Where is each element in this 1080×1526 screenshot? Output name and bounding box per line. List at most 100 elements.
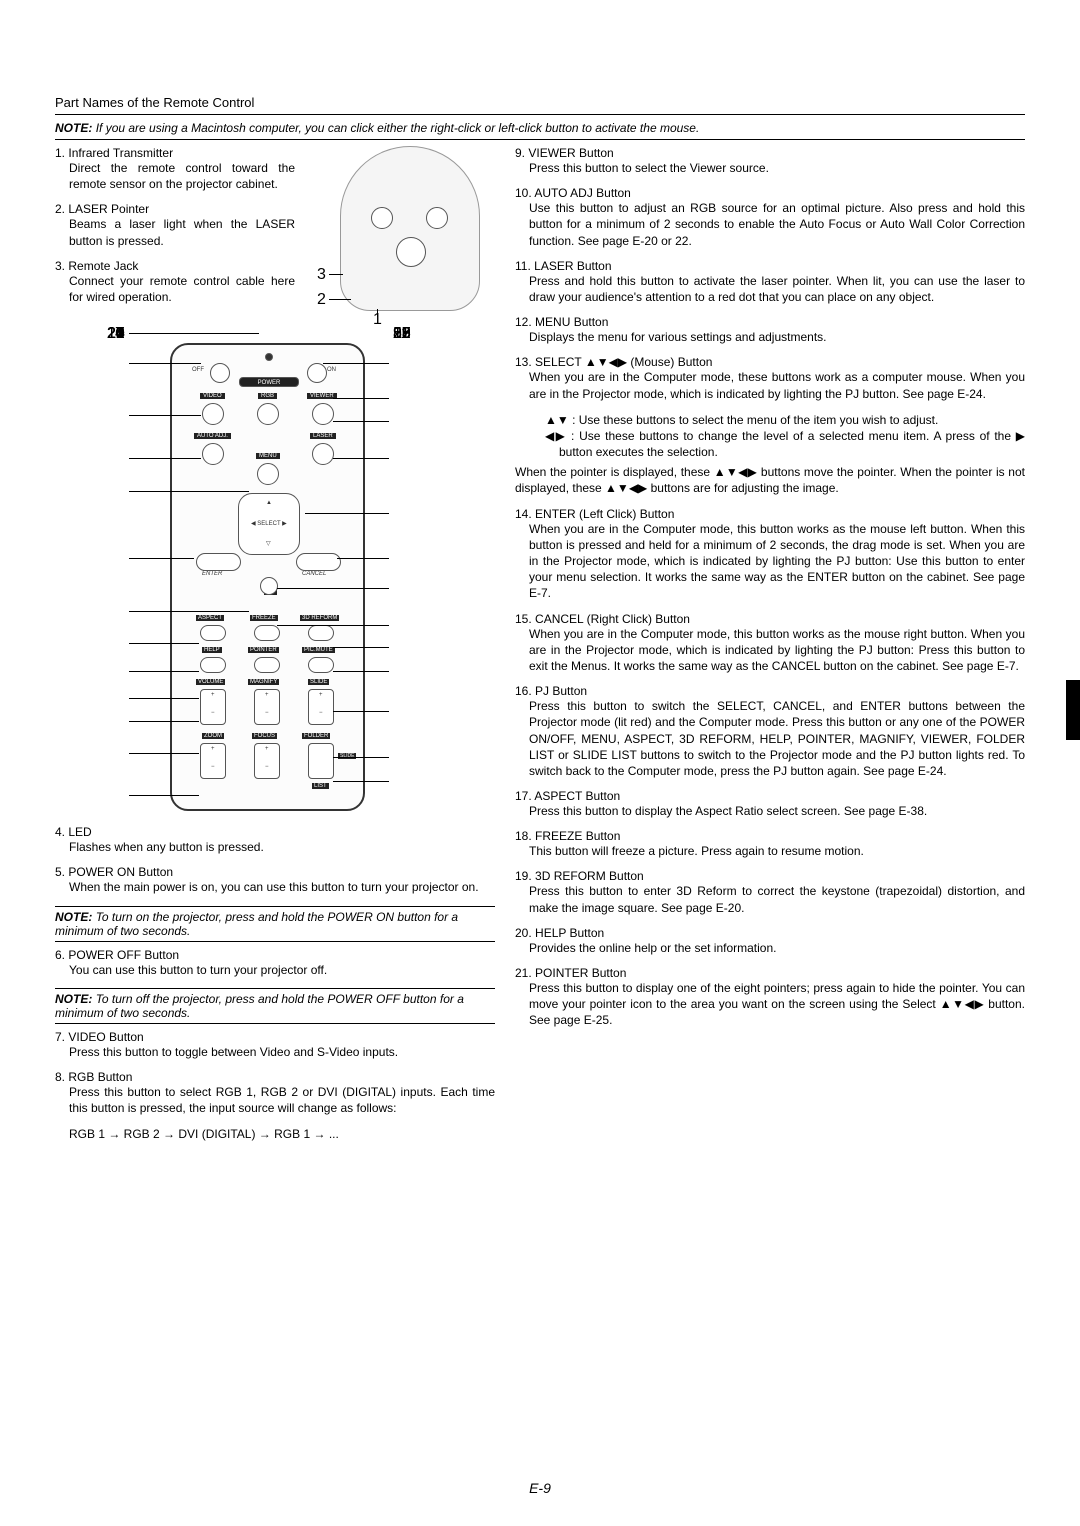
body: Press this button to toggle between Vide… xyxy=(55,1044,495,1060)
item13-sub2: ◀▶ : Use these buttons to change the lev… xyxy=(515,428,1025,460)
leader xyxy=(129,698,199,699)
body: You can use this button to turn your pro… xyxy=(55,962,495,978)
remote-body: OFF ON POWER VIDEO RGB VIEWER AUTO ADJ. … xyxy=(170,343,365,811)
lbl: OFF xyxy=(192,367,204,373)
main-columns: 1. Infrared Transmitter Direct the remot… xyxy=(55,146,1025,1152)
leader xyxy=(129,671,199,672)
led xyxy=(265,353,273,361)
lbl: ZOOM xyxy=(202,733,224,739)
top-block: 1. Infrared Transmitter Direct the remot… xyxy=(55,146,495,315)
note-label: NOTE: xyxy=(55,910,92,924)
item-7: 7. VIDEO Button Press this button to tog… xyxy=(55,1030,495,1060)
item-4: 4. LED Flashes when any button is presse… xyxy=(55,825,495,855)
note-label: NOTE: xyxy=(55,121,92,135)
leader xyxy=(323,363,389,364)
btn xyxy=(307,363,327,383)
item: 10. AUTO ADJ ButtonUse this button to ad… xyxy=(515,186,1025,249)
head: POWER ON Button xyxy=(68,865,173,879)
item: 15. CANCEL (Right Click) ButtonWhen you … xyxy=(515,612,1025,675)
body: Direct the remote control toward the rem… xyxy=(55,160,305,192)
leader xyxy=(333,757,389,758)
head: Remote Jack xyxy=(68,259,138,273)
body: Press this button to select RGB 1, RGB 2… xyxy=(55,1084,495,1116)
btn xyxy=(200,657,226,673)
lbl: LIST xyxy=(312,783,329,789)
btn xyxy=(257,463,279,485)
btn xyxy=(308,743,334,779)
body: When the main power is on, you can use t… xyxy=(55,879,495,895)
leader xyxy=(333,421,389,422)
small-remote-wrap: 3 2 1 xyxy=(315,146,495,315)
btn: +− xyxy=(308,689,334,725)
num: 5. xyxy=(55,865,65,879)
leader xyxy=(129,558,194,559)
btn xyxy=(308,625,334,641)
num: 7. xyxy=(55,1030,65,1044)
lbl: SLIDE xyxy=(338,753,356,759)
callout: 29 xyxy=(393,325,411,343)
btn: +− xyxy=(254,743,280,779)
leader xyxy=(333,781,389,782)
lbl: ENTER xyxy=(202,571,222,577)
head: VIDEO Button xyxy=(68,1030,143,1044)
note-text: To turn off the projector, press and hol… xyxy=(55,992,464,1020)
body: Connect your remote control cable here f… xyxy=(55,273,305,305)
item: 9. VIEWER ButtonPress this button to sel… xyxy=(515,146,1025,176)
item-8: 8. RGB Button Press this button to selec… xyxy=(55,1070,495,1143)
lbl: FOLDER xyxy=(302,733,330,739)
note-off: NOTE: To turn off the projector, press a… xyxy=(55,988,495,1024)
note-label: NOTE: xyxy=(55,992,92,1006)
leader xyxy=(129,753,199,754)
lbl: HELP xyxy=(202,647,222,653)
btn xyxy=(371,207,393,229)
item: 20. HELP ButtonProvides the online help … xyxy=(515,926,1025,956)
leader xyxy=(305,513,389,514)
leader xyxy=(333,711,389,712)
leader xyxy=(129,363,201,364)
lbl: CANCEL xyxy=(302,571,326,577)
btn xyxy=(210,363,230,383)
btn: +− xyxy=(200,689,226,725)
leader xyxy=(129,458,201,459)
item: 21. POINTER ButtonPress this button to d… xyxy=(515,966,1025,1029)
side-tab xyxy=(1066,680,1080,740)
leader xyxy=(129,643,199,644)
lbl: FREEZE xyxy=(250,615,278,621)
leader xyxy=(129,415,201,416)
item: 18. FREEZE ButtonThis button will freeze… xyxy=(515,829,1025,859)
item: 17. ASPECT ButtonPress this button to di… xyxy=(515,789,1025,819)
btn: +− xyxy=(254,689,280,725)
leader xyxy=(277,588,389,589)
lbl: SLIDE xyxy=(308,679,329,685)
leader xyxy=(333,671,389,672)
item13-tail: When the pointer is displayed, these ▲▼◀… xyxy=(515,464,1025,496)
leader xyxy=(329,299,351,300)
head: Infrared Transmitter xyxy=(68,146,173,160)
lbl: AUTO ADJ. xyxy=(194,433,231,439)
note-text: If you are using a Macintosh computer, y… xyxy=(96,121,700,135)
lbl: RGB xyxy=(258,393,277,399)
callout-3: 3 xyxy=(317,266,326,284)
body: Beams a laser light when the LASER butto… xyxy=(55,216,305,248)
callout-2: 2 xyxy=(317,291,326,309)
item-1: 1. Infrared Transmitter Direct the remot… xyxy=(55,146,305,192)
page-number: E-9 xyxy=(0,1480,1080,1496)
item: 19. 3D REFORM ButtonPress this button to… xyxy=(515,869,1025,915)
leader xyxy=(129,611,249,612)
item-5: 5. POWER ON Button When the main power i… xyxy=(55,865,495,895)
item13-sub1: ▲▼ : Use these buttons to select the men… xyxy=(515,412,1025,428)
lbl: SELECT xyxy=(257,521,280,527)
lbl: ON xyxy=(327,367,336,373)
btn xyxy=(312,403,334,425)
lbl: MENU xyxy=(256,453,280,459)
lbl: VIDEO xyxy=(200,393,225,399)
page-title: Part Names of the Remote Control xyxy=(55,95,1025,110)
num: 4. xyxy=(55,825,65,839)
leader xyxy=(329,274,343,275)
leader xyxy=(129,491,249,492)
note-on: NOTE: To turn on the projector, press an… xyxy=(55,906,495,942)
btn xyxy=(396,237,426,267)
top-note: NOTE: If you are using a Macintosh compu… xyxy=(55,121,1025,135)
lbl: FOCUS xyxy=(252,733,277,739)
head: POWER OFF Button xyxy=(68,948,179,962)
